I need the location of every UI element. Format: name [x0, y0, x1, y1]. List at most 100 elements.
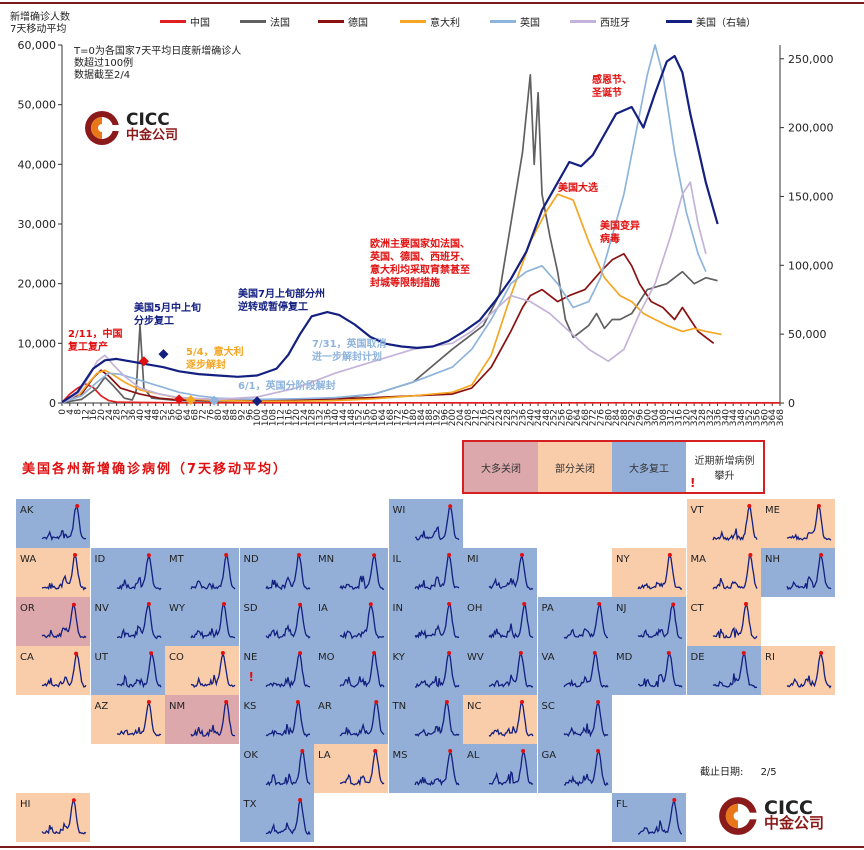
state-sparkline-line — [786, 652, 832, 689]
state-sparkline — [488, 651, 534, 688]
legend-swatch — [318, 20, 344, 23]
x-tick-label: 200 — [448, 409, 458, 426]
annotation-uk-june: 6/1，英国分阶段解封 — [238, 381, 336, 392]
state-cell-nj: NJ — [612, 597, 686, 646]
x-tick-label: 88 — [230, 409, 240, 421]
state-cell-va: VA — [537, 646, 612, 695]
state-cell-sc: SC — [537, 695, 612, 744]
state-sparkline-line — [786, 506, 832, 541]
state-abbr: MT — [169, 554, 184, 565]
state-abbr: IN — [392, 603, 403, 614]
state-sparkline-line — [339, 653, 385, 688]
y-tick-label-left: 30,000 — [18, 218, 57, 231]
state-sparkline — [488, 553, 534, 591]
x-tick-label: 36 — [128, 409, 138, 421]
state-sparkline-line — [637, 799, 683, 835]
state-peak-dot — [816, 504, 821, 508]
state-cell-ct: CT — [686, 597, 761, 646]
state-sparkline — [190, 700, 236, 738]
state-cell-az: AZ — [90, 695, 165, 744]
legend-germany: 德国 — [318, 14, 368, 29]
logo-name: CICC — [764, 797, 813, 819]
y-tick-label-right: 50,000 — [788, 328, 827, 341]
state-peak-dot — [446, 553, 451, 557]
state-peak-dot — [296, 553, 301, 557]
state-cell-id: ID — [90, 548, 165, 597]
state-sparkline — [339, 749, 385, 787]
state-peak-dot — [74, 651, 79, 656]
state-abbr: NC — [467, 701, 482, 712]
x-tick-label: 92 — [238, 409, 248, 420]
x-tick-label: 264 — [573, 409, 583, 426]
x-tick-label: 80 — [214, 409, 224, 421]
state-sparkline-line — [488, 750, 534, 786]
state-peak-dot — [146, 602, 151, 606]
state-abbr: NH — [765, 554, 780, 565]
x-tick-label: 304 — [651, 409, 661, 426]
annotation-holidays: 感恩节、 圣诞节 — [592, 75, 632, 99]
state-cell-mt: MT — [165, 548, 239, 597]
state-abbr: AZ — [94, 701, 109, 712]
cutoff-value: 2/5 — [760, 767, 777, 778]
x-tick-label: 120 — [292, 409, 302, 426]
state-abbr: NY — [616, 554, 630, 565]
status-legend-mostly-reopened: 大多复工 — [612, 442, 686, 492]
legend-swatch — [400, 20, 426, 23]
state-cell-tn: TN — [388, 695, 463, 744]
state-peak-dot — [743, 602, 748, 606]
state-abbr: NE — [243, 652, 258, 663]
x-tick-label: 340 — [721, 409, 731, 426]
x-tick-label: 160 — [370, 409, 380, 426]
state-peak-dot — [819, 651, 824, 655]
legend-label: 西班牙 — [600, 18, 630, 29]
x-tick-label: 48 — [152, 409, 162, 421]
x-tick-label: 296 — [636, 409, 646, 426]
x-tick-label: 12 — [81, 409, 91, 420]
state-abbr: OK — [243, 750, 258, 761]
x-tick-label: 176 — [401, 409, 411, 426]
state-sparkline — [712, 602, 758, 640]
state-sparkline — [413, 749, 460, 787]
bottom-rule — [0, 846, 864, 848]
state-sparkline — [786, 553, 832, 591]
x-tick-label: 336 — [714, 409, 724, 426]
state-cell-mo: MO — [314, 646, 388, 695]
legend-france: 法国 — [240, 14, 290, 29]
x-tick-label: 116 — [284, 409, 294, 426]
state-sparkline — [264, 553, 310, 591]
legend-label: 中国 — [190, 18, 210, 29]
state-abbr: MD — [616, 652, 633, 663]
state-sparkline — [116, 651, 162, 689]
state-peak-dot — [447, 504, 452, 509]
status-legend-partly-closed: 部分关闭 — [538, 442, 612, 492]
state-sparkline-line — [41, 800, 87, 835]
state-sparkline — [339, 700, 385, 737]
state-peak-dot — [595, 749, 600, 753]
state-sparkline-line — [414, 652, 459, 688]
state-peak-dot — [297, 651, 302, 656]
state-peak-dot — [671, 602, 676, 607]
x-tick-label: 140 — [331, 409, 341, 426]
cutoff-date: 截止日期: 2/5 — [700, 763, 777, 778]
state-peak-dot — [595, 700, 600, 704]
x-tick-label: 16 — [89, 409, 99, 421]
state-abbr: CA — [20, 652, 34, 663]
state-sparkline — [41, 798, 87, 835]
state-abbr: MO — [318, 652, 335, 663]
state-sparkline — [413, 602, 459, 640]
state-cell-ri: RI — [761, 646, 835, 695]
cicc-logo-icon — [85, 111, 120, 145]
state-peak-dot — [374, 700, 379, 704]
x-tick-label: 320 — [682, 409, 692, 426]
state-sparkline-line — [637, 652, 683, 688]
state-cell-ky: KY — [388, 646, 463, 695]
state-cell-ny: NY — [612, 548, 686, 597]
state-sparkline-line — [712, 603, 758, 640]
x-tick-label: 28 — [113, 409, 123, 421]
state-cell-me: ME — [761, 499, 835, 548]
annotation-us-may: 美国5月中上旬 分步复工 — [134, 303, 201, 327]
x-tick-label: 208 — [464, 409, 474, 426]
state-abbr: NJ — [616, 603, 627, 614]
legend-label: 英国 — [520, 18, 540, 29]
x-tick-label: 188 — [425, 409, 435, 426]
